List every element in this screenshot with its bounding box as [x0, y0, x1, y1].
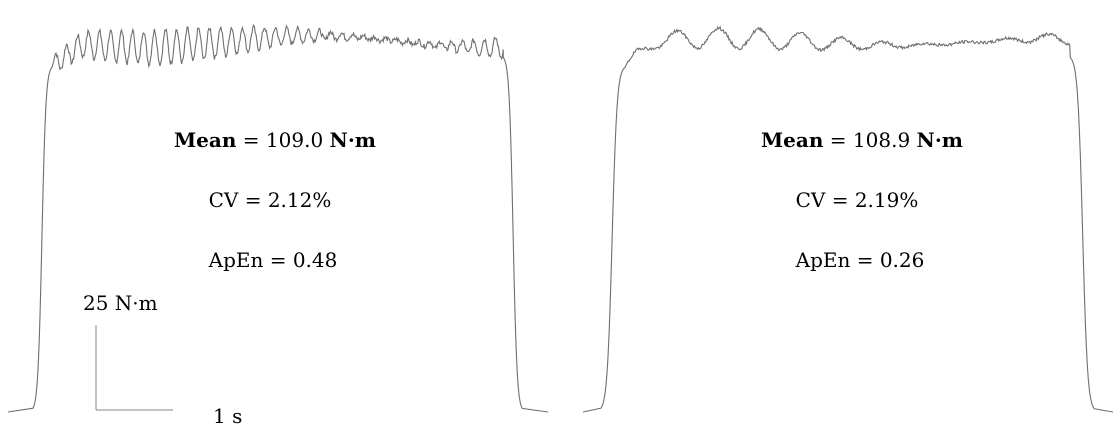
- mean-annotation-left: Mean = 109.0 N·m: [174, 128, 376, 152]
- cv-annotation-left: CV = 2.12%: [209, 188, 332, 212]
- torque-trace-right: [582, 25, 1114, 413]
- left-panel: Mean = 109.0 N·m CV = 2.12% ApEn = 0.48 …: [7, 24, 549, 425]
- mean-annotation-right: Mean = 108.9 N·m: [761, 128, 963, 152]
- torque-trace-left: [7, 24, 549, 413]
- right-panel: Mean = 108.9 N·m CV = 2.19% ApEn = 0.26: [582, 25, 1114, 413]
- scale-bar-x-label: 1 s: [213, 404, 242, 425]
- apen-annotation-left: ApEn = 0.48: [208, 248, 338, 272]
- apen-annotation-right: ApEn = 0.26: [795, 248, 925, 272]
- cv-annotation-right: CV = 2.19%: [796, 188, 919, 212]
- scale-bar-y-label: 25 N·m: [83, 291, 158, 315]
